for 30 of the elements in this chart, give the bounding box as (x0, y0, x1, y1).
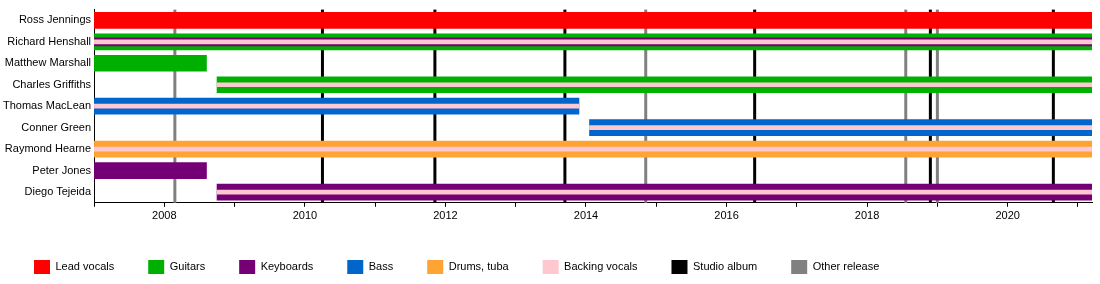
legend-label: Studio album (692, 260, 758, 273)
x-tick-label: 2012 (433, 209, 458, 222)
legend-label: Guitars (169, 260, 206, 273)
y-tick-label: Peter Jones (32, 163, 92, 176)
legend-label: Bass (368, 260, 394, 273)
legend-label: Lead vocals (55, 260, 115, 273)
y-tick-label: Diego Tejeida (24, 185, 92, 198)
y-tick-label: Raymond Hearne (4, 142, 92, 155)
bar (94, 54, 207, 72)
bar (94, 103, 580, 109)
bar (216, 82, 1092, 88)
y-tick-label: Conner Green (21, 120, 92, 133)
legend-label: Keyboards (260, 260, 314, 273)
x-tick-label: 2018 (854, 209, 880, 222)
legend-label: Other release (812, 260, 880, 273)
legend-label: Drums, tuba (448, 260, 510, 273)
legend-label: Backing vocals (564, 260, 638, 273)
y-tick-label: Matthew Marshall (4, 56, 92, 69)
x-tick-label: 2010 (292, 209, 318, 222)
bar (94, 162, 207, 179)
x-tick-label: 2014 (573, 209, 599, 222)
x-tick-label: 2020 (995, 209, 1020, 222)
y-tick-label: Ross Jennings (18, 13, 92, 26)
bar (589, 125, 1092, 130)
y-tick-label: Richard Henshall (7, 34, 92, 47)
x-tick-label: 2016 (714, 209, 739, 222)
x-tick-label: 2008 (152, 209, 177, 222)
bar (94, 12, 1092, 29)
y-tick-label: Charles Griffiths (12, 77, 92, 90)
y-tick-label: Thomas MacLean (3, 99, 92, 112)
